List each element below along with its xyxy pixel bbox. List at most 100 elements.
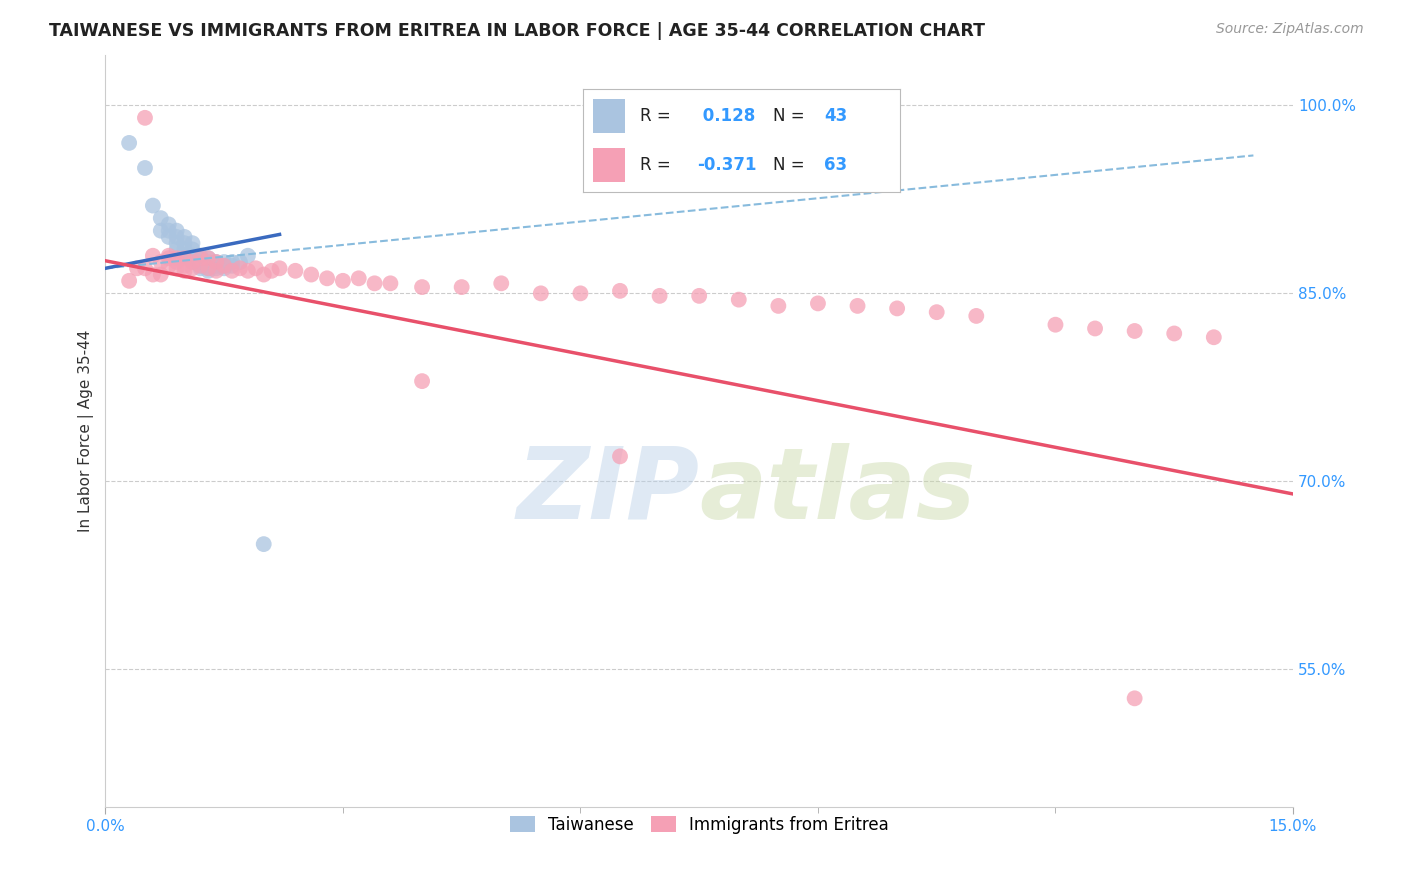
Point bbox=[181, 252, 204, 266]
Point bbox=[157, 224, 180, 238]
Point bbox=[221, 264, 243, 278]
Point bbox=[260, 264, 283, 278]
Point bbox=[212, 259, 235, 273]
Point bbox=[205, 255, 228, 269]
Point bbox=[118, 274, 141, 288]
Point bbox=[236, 249, 259, 263]
Point bbox=[332, 274, 354, 288]
Point bbox=[197, 261, 219, 276]
Text: N =: N = bbox=[773, 155, 804, 174]
Point bbox=[166, 243, 188, 257]
Point bbox=[253, 537, 276, 551]
Point bbox=[166, 255, 188, 269]
Point bbox=[181, 261, 204, 276]
Text: TAIWANESE VS IMMIGRANTS FROM ERITREA IN LABOR FORCE | AGE 35-44 CORRELATION CHAR: TAIWANESE VS IMMIGRANTS FROM ERITREA IN … bbox=[49, 22, 986, 40]
Point bbox=[236, 264, 259, 278]
Point bbox=[284, 264, 307, 278]
Point bbox=[245, 261, 267, 276]
Point bbox=[727, 293, 749, 307]
Point bbox=[925, 305, 948, 319]
Text: 43: 43 bbox=[824, 107, 848, 126]
Point bbox=[688, 289, 710, 303]
Point bbox=[149, 268, 172, 282]
Point bbox=[173, 249, 195, 263]
Point bbox=[149, 255, 172, 269]
Point bbox=[166, 261, 188, 276]
Point bbox=[212, 261, 235, 276]
Point bbox=[190, 259, 212, 273]
Point bbox=[118, 136, 141, 150]
Point bbox=[316, 271, 339, 285]
Point bbox=[530, 286, 553, 301]
Y-axis label: In Labor Force | Age 35-44: In Labor Force | Age 35-44 bbox=[79, 330, 94, 533]
Point bbox=[609, 450, 631, 464]
Point bbox=[450, 280, 472, 294]
Point bbox=[229, 255, 252, 269]
Text: R =: R = bbox=[641, 155, 671, 174]
Legend: Taiwanese, Immigrants from Eritrea: Taiwanese, Immigrants from Eritrea bbox=[503, 809, 896, 840]
Point bbox=[1123, 324, 1146, 338]
Point bbox=[212, 259, 235, 273]
Point bbox=[197, 255, 219, 269]
Text: 0.128: 0.128 bbox=[697, 107, 755, 126]
Point bbox=[221, 255, 243, 269]
Point bbox=[269, 261, 291, 276]
Point bbox=[347, 271, 370, 285]
Point bbox=[149, 211, 172, 226]
Point bbox=[190, 252, 212, 266]
Point bbox=[1163, 326, 1185, 341]
Point bbox=[299, 268, 322, 282]
Point bbox=[142, 268, 165, 282]
Point bbox=[190, 255, 212, 269]
Point bbox=[173, 259, 195, 273]
Point bbox=[205, 255, 228, 269]
Point bbox=[197, 261, 219, 276]
Point bbox=[173, 249, 195, 263]
Point bbox=[181, 236, 204, 251]
Point bbox=[807, 296, 830, 310]
Point bbox=[229, 261, 252, 276]
Text: N =: N = bbox=[773, 107, 804, 126]
FancyBboxPatch shape bbox=[593, 148, 624, 181]
Point bbox=[1123, 691, 1146, 706]
Point bbox=[190, 249, 212, 263]
Point bbox=[190, 252, 212, 266]
Point bbox=[142, 249, 165, 263]
Point bbox=[205, 261, 228, 276]
Point bbox=[157, 252, 180, 266]
Point bbox=[190, 261, 212, 276]
Point bbox=[221, 259, 243, 273]
Point bbox=[569, 286, 592, 301]
Point bbox=[886, 301, 908, 316]
Point bbox=[134, 261, 156, 276]
Point bbox=[134, 111, 156, 125]
Point bbox=[157, 249, 180, 263]
Point bbox=[491, 277, 513, 291]
Point bbox=[411, 374, 433, 388]
Point bbox=[157, 259, 180, 273]
Point bbox=[1045, 318, 1067, 332]
Point bbox=[173, 243, 195, 257]
Point bbox=[197, 252, 219, 266]
Text: 63: 63 bbox=[824, 155, 846, 174]
Point bbox=[768, 299, 790, 313]
Point bbox=[205, 264, 228, 278]
Point bbox=[197, 258, 219, 272]
Point bbox=[149, 224, 172, 238]
Point bbox=[166, 230, 188, 244]
Point bbox=[411, 280, 433, 294]
Text: Source: ZipAtlas.com: Source: ZipAtlas.com bbox=[1216, 22, 1364, 37]
Point bbox=[197, 264, 219, 278]
Point bbox=[205, 259, 228, 273]
Point bbox=[965, 309, 987, 323]
Point bbox=[173, 252, 195, 266]
Point bbox=[609, 284, 631, 298]
Point bbox=[181, 255, 204, 269]
Point bbox=[1084, 321, 1107, 335]
Point bbox=[190, 259, 212, 273]
Text: ZIP: ZIP bbox=[516, 443, 699, 540]
Point bbox=[181, 249, 204, 263]
Text: R =: R = bbox=[641, 107, 671, 126]
Point bbox=[173, 264, 195, 278]
Point bbox=[166, 236, 188, 251]
